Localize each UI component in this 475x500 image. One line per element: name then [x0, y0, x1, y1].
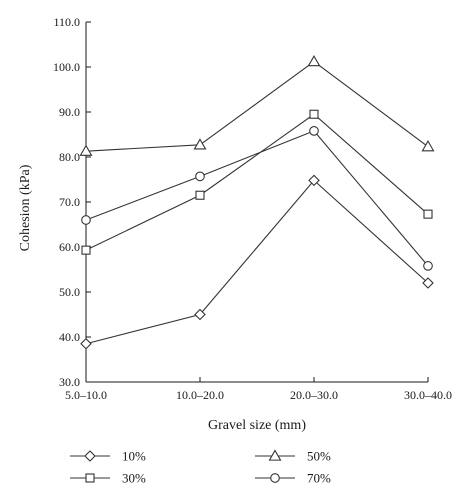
- series-70%: [81, 126, 433, 271]
- axes: 30.0 40.0 50.0 60.0 70.0 80.0 90.0 100.0 110.0 5.…: [53, 15, 452, 402]
- legend-item-50%: 50%: [255, 449, 331, 464]
- legend-label: 50%: [307, 449, 331, 464]
- data-point-triangle: [421, 140, 435, 152]
- legend-item-30%: 30%: [70, 471, 146, 486]
- series-30%: [81, 109, 433, 255]
- y-tick-label: 80.0: [59, 150, 80, 164]
- y-tick-label: 90.0: [59, 105, 80, 119]
- data-point-circle: [81, 215, 91, 225]
- data-point-circle: [309, 126, 319, 136]
- series-line: [85, 60, 429, 152]
- y-tick-label: 60.0: [59, 240, 80, 254]
- y-tick-label: 100.0: [53, 60, 80, 74]
- y-tick-label: 30.0: [59, 375, 80, 389]
- legend-item-10%: 10%: [70, 449, 146, 464]
- legend-label: 30%: [122, 471, 146, 486]
- data-point-square: [309, 109, 319, 119]
- y-tick-label: 110.0: [53, 15, 80, 29]
- data-point-square: [195, 190, 205, 200]
- series-layer: [79, 54, 435, 350]
- y-tick-label: 70.0: [59, 195, 80, 209]
- x-tick-label: 20.0–30.0: [290, 388, 338, 402]
- data-point-circle: [423, 261, 433, 271]
- legend-label: 70%: [307, 471, 331, 486]
- data-point-diamond: [80, 337, 92, 350]
- data-point-diamond: [194, 308, 206, 321]
- legend-item-70%: 70%: [255, 471, 331, 486]
- series-10%: [80, 174, 434, 350]
- legend-marker-square: [85, 473, 95, 483]
- data-point-triangle: [79, 144, 93, 156]
- data-point-circle: [195, 171, 205, 182]
- data-point-triangle: [307, 54, 321, 67]
- legend-marker-circle: [270, 473, 280, 483]
- series-line: [85, 130, 429, 267]
- y-tick-label: 40.0: [59, 330, 80, 344]
- legend-marker-diamond: [84, 450, 96, 462]
- data-point-square: [81, 245, 91, 255]
- x-tick-label: 10.0–20.0: [176, 388, 224, 402]
- x-axis-title: Gravel size (mm): [208, 418, 306, 433]
- legend: 10% 30% 50% 70%: [70, 449, 331, 486]
- series-50%: [79, 54, 435, 156]
- data-point-diamond: [422, 277, 434, 289]
- y-tick-label: 50.0: [59, 285, 80, 299]
- y-axis-title: Cohesion (kPa): [18, 164, 33, 251]
- legend-marker-triangle: [268, 449, 282, 461]
- x-tick-label: 30.0–40.0: [404, 388, 452, 402]
- series-line: [85, 179, 429, 345]
- series-line: [85, 113, 429, 251]
- legend-label: 10%: [122, 449, 146, 464]
- data-point-triangle: [193, 138, 207, 150]
- data-point-diamond: [308, 174, 320, 187]
- x-tick-label: 5.0–10.0: [65, 388, 107, 402]
- data-point-square: [423, 209, 433, 219]
